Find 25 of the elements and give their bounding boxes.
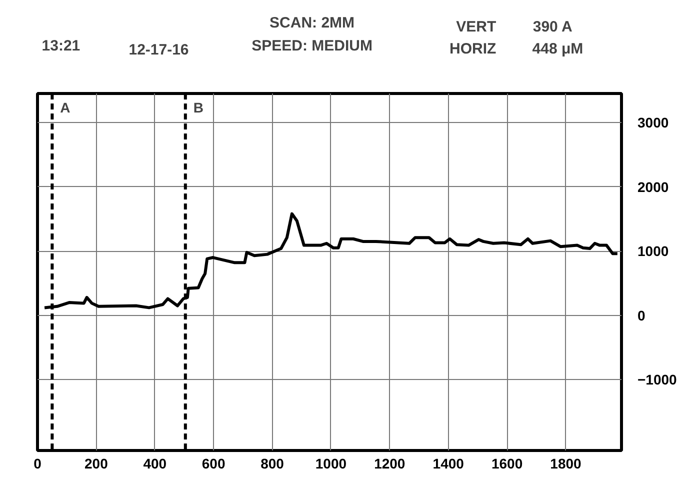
x-tick-label: 0 xyxy=(34,456,42,472)
x-tick-label: 1000 xyxy=(315,456,347,472)
text: VERT xyxy=(456,18,496,36)
ref-line-label: B xyxy=(193,100,204,116)
text: SCAN: 2MM xyxy=(270,14,355,32)
x-tick-label: 400 xyxy=(143,456,167,472)
text: 13:21 xyxy=(42,38,80,54)
y-tick-label: 0 xyxy=(638,307,646,324)
x-tick-label: 1400 xyxy=(432,456,464,472)
x-tick-label: 1800 xyxy=(550,456,582,472)
x-tick-label: 1600 xyxy=(491,456,523,472)
text: 12-17-16 xyxy=(128,42,189,58)
text: HORIZ xyxy=(450,40,496,58)
y-tick-label: 3000 xyxy=(638,114,669,130)
x-tick-label: 600 xyxy=(202,456,226,472)
ref-line-label: A xyxy=(60,100,70,116)
text: SPEED: MEDIUM xyxy=(252,38,372,54)
text: 390 A xyxy=(532,18,573,36)
x-tick-label: 1200 xyxy=(374,456,406,472)
text: 448 μM xyxy=(532,40,584,58)
y-tick-label: 2000 xyxy=(638,178,669,195)
x-tick-label: 800 xyxy=(260,456,284,472)
x-tick-label: 200 xyxy=(84,456,108,472)
y-tick-label: 1000 xyxy=(638,243,669,260)
y-tick-label: −1000 xyxy=(638,372,678,388)
